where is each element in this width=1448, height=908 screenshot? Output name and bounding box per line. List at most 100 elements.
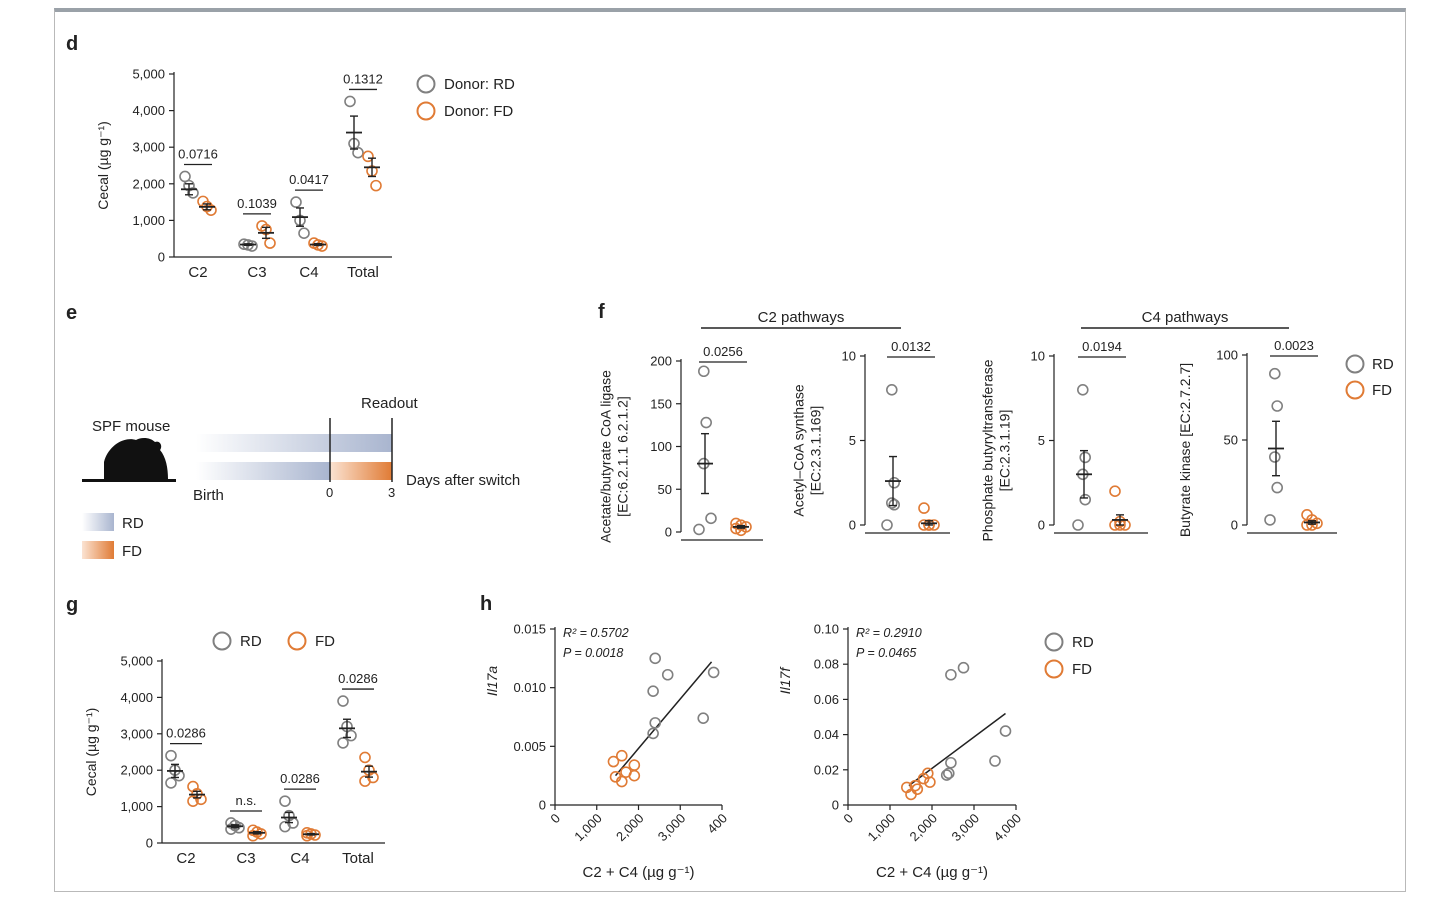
h1-y-axis-label: Il17a — [484, 666, 500, 697]
legend-d-rd-label: Donor: RD — [444, 76, 515, 93]
f1-point-rd — [700, 416, 713, 429]
f2-y-tick-label: 5 — [849, 433, 856, 448]
d-point-rd — [298, 227, 310, 240]
f1-y-tick-label: 100 — [650, 439, 672, 454]
d-category-label: C2 — [188, 264, 207, 281]
h2-point-rd — [942, 767, 955, 780]
f4-y-tick-label: 50 — [1224, 433, 1238, 448]
fd-key-label: FD — [122, 543, 142, 560]
d-category-label: C4 — [299, 264, 318, 281]
h1-y-tick-label: 0.015 — [513, 622, 546, 637]
rd-diet-bar-top — [196, 434, 392, 452]
h1-point-rd — [647, 685, 659, 697]
d-point-fd — [362, 150, 374, 163]
g-point-rd — [165, 777, 177, 789]
legend-f-rd-marker — [1345, 354, 1365, 374]
f2-point-fd — [923, 519, 935, 531]
chart-f3: 0 5 10 Phosphate butyryltransferase [EC:2.3.… — [980, 339, 1148, 542]
h1-x-tick-label: 3,000 — [655, 811, 689, 845]
h1-x-axis-label: C2 + C4 (µg g⁻¹) — [582, 864, 694, 881]
f3-y-tick-label: 5 — [1038, 433, 1045, 448]
legend-d-fd-marker — [416, 101, 436, 121]
f4-p-value: 0.0023 — [1274, 338, 1314, 353]
c2-pathways-bracket: C2 pathways — [701, 309, 901, 329]
g-y-tick-label: 1,000 — [120, 799, 153, 814]
f1-point-rd — [693, 523, 705, 536]
h1-fit-line — [614, 661, 713, 777]
mouse-label: SPF mouse — [92, 418, 170, 435]
d-point-rd — [344, 95, 356, 108]
f4-point-rd — [1271, 481, 1283, 494]
h2-y-tick-label: 0.02 — [814, 762, 839, 777]
h1-point-rd — [707, 666, 720, 679]
g-p-value: 0.0286 — [166, 726, 206, 741]
f4-point-rd — [1269, 367, 1281, 380]
f2-point-rd — [885, 383, 898, 396]
legend-h-rd-marker — [1044, 632, 1064, 652]
h1-point-rd — [649, 652, 662, 665]
g-point-rd — [279, 820, 291, 833]
f1-p-value: 0.0256 — [703, 344, 743, 359]
h2-x-axis-label: C2 + C4 (µg g⁻¹) — [876, 864, 988, 881]
g-category-label: C4 — [290, 850, 309, 867]
chart-h1: 0 0.005 0.010 0.015 0 1,000 2,000 3,000 400 C2 + … — [484, 622, 730, 882]
legend-d-rd-marker — [416, 74, 436, 94]
rd-diet-bar-bottom — [196, 462, 330, 480]
h1-x-tick-label: 2,000 — [613, 811, 647, 845]
chart-f1: 0 50 100 150 200 Acetate/butyrate CoA ligase[… — [598, 344, 763, 543]
legend-g-rd-marker — [212, 631, 232, 651]
legend-d-fd-label: Donor: FD — [444, 103, 513, 120]
h2-y-axis-label: Il17f — [777, 666, 793, 695]
f2-y-axis-label: Acetyl–CoA synthase — [791, 384, 807, 517]
fd-key-swatch — [82, 541, 114, 559]
fd-diet-bar — [330, 462, 392, 480]
g-p-value: 0.0286 — [338, 671, 378, 686]
h1-r-squared: R² = 0.5702 — [563, 626, 629, 640]
h1-point-fd — [607, 755, 620, 768]
g-point-rd — [337, 737, 349, 749]
h2-point-rd — [945, 756, 957, 769]
legend-h-fd-label: FD — [1072, 661, 1092, 678]
f1-y-tick-label: 0 — [665, 525, 672, 540]
f1-y-axis-label: [EC:6.2.1.1 6.2.1.2] — [615, 396, 631, 517]
f3-point-rd — [1072, 519, 1084, 531]
g-y-tick-label: 3,000 — [120, 726, 153, 741]
g-y-tick-label: 5,000 — [120, 654, 153, 669]
h2-y-tick-label: 0 — [832, 798, 839, 813]
h2-point-fd — [911, 783, 924, 795]
f4-point-fd — [1306, 519, 1318, 531]
f4-point-rd — [1264, 514, 1276, 526]
f3-y-axis-label: Phosphate butyryltransferase — [980, 359, 996, 541]
g-point-fd — [247, 829, 259, 842]
diet-schematic: SPF mouse Readout Birth 0 3 Days after s… — [82, 395, 520, 560]
d-point-rd — [187, 187, 199, 199]
days-after-switch-label: Days after switch — [406, 472, 520, 489]
f1-y-tick-label: 200 — [650, 354, 672, 369]
g-y-tick-label: 4,000 — [120, 690, 153, 705]
legend-f-fd-label: FD — [1372, 382, 1392, 399]
d-y-tick-label: 1,000 — [132, 213, 165, 228]
f2-point-fd — [918, 502, 930, 514]
d-p-value: 0.1312 — [343, 71, 383, 86]
d-point-rd — [290, 196, 302, 208]
h1-point-rd — [649, 717, 662, 729]
legend-f-fd-marker — [1345, 380, 1365, 400]
legend-f: RD FD — [1345, 354, 1394, 400]
d-y-tick-label: 3,000 — [132, 140, 165, 155]
h2-point-fd — [917, 772, 930, 785]
g-point-rd — [345, 729, 357, 742]
f3-point-rd — [1079, 493, 1091, 506]
h1-point-fd — [615, 775, 628, 788]
f1-point-rd — [705, 512, 717, 525]
h2-y-tick-label: 0.10 — [814, 622, 839, 637]
h1-point-rd — [697, 712, 710, 724]
h1-y-tick-label: 0.005 — [513, 739, 546, 754]
h2-x-tick-label: 4,000 — [991, 811, 1025, 845]
d-p-value: 0.0417 — [289, 172, 329, 187]
h2-x-tick-label: 1,000 — [865, 811, 899, 845]
legend-g-fd-marker — [287, 631, 307, 651]
h1-point-rd — [661, 668, 674, 681]
h2-p-value: P = 0.0465 — [856, 646, 916, 660]
